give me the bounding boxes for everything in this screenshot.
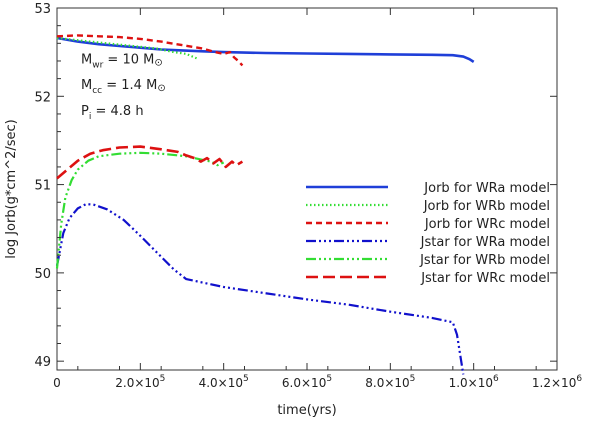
parameter-label: Pi = 4.8 h: [81, 104, 144, 122]
legend-label-2: Jorb for WRc model: [424, 217, 550, 232]
series-line-2: [56, 34, 244, 67]
x-tick-label: 6.0×105: [282, 374, 332, 390]
parameter-label: Mwr = 10 M⊙: [81, 53, 163, 71]
series-line-0: [56, 36, 475, 63]
legend: Jorb for WRa model Jorb for WRb model Jorb…: [306, 181, 550, 286]
y-tick-label: 53: [34, 2, 51, 17]
annotation-layer: Mwr = 10 M⊙ Mcc = 1.4 M⊙ Pi = 4.8 h: [81, 53, 166, 122]
series-line-5: [56, 145, 244, 180]
legend-label-1: Jorb for WRb model: [423, 199, 550, 214]
x-tick-label: 1.0×106: [449, 374, 499, 390]
x-axis-title: time(yrs): [277, 403, 336, 418]
legend-label-5: Jstar for WRc model: [420, 271, 550, 286]
parameter-label: Mcc = 1.4 M⊙: [81, 78, 166, 96]
x-tick-label: 1.2×106: [532, 374, 582, 390]
series-line-1: [56, 36, 200, 61]
x-tick-label: 0: [53, 376, 61, 390]
y-tick-label: 52: [34, 90, 51, 105]
x-tick-label: 4.0×105: [199, 374, 249, 390]
y-tick-label: 50: [34, 267, 51, 282]
legend-label-3: Jstar for WRa model: [420, 235, 550, 250]
legend-label-4: Jstar for WRb model: [419, 253, 550, 268]
series-layer: [55, 34, 475, 375]
y-tick-label: 49: [34, 355, 51, 370]
axis-layer: 0 2.0×105 4.0×105 6.0×105 8.0×105 1.0×106 1.2×…: [4, 2, 582, 418]
x-tick-label: 2.0×105: [115, 374, 165, 390]
x-tick-label: 8.0×105: [365, 374, 415, 390]
y-axis-title: log Jorb(g*cm^2/sec): [4, 119, 19, 259]
series-line-3: [55, 202, 465, 375]
series-line-4: [55, 151, 225, 269]
legend-label-0: Jorb for WRa model: [423, 181, 550, 196]
y-tick-label: 51: [34, 179, 51, 194]
